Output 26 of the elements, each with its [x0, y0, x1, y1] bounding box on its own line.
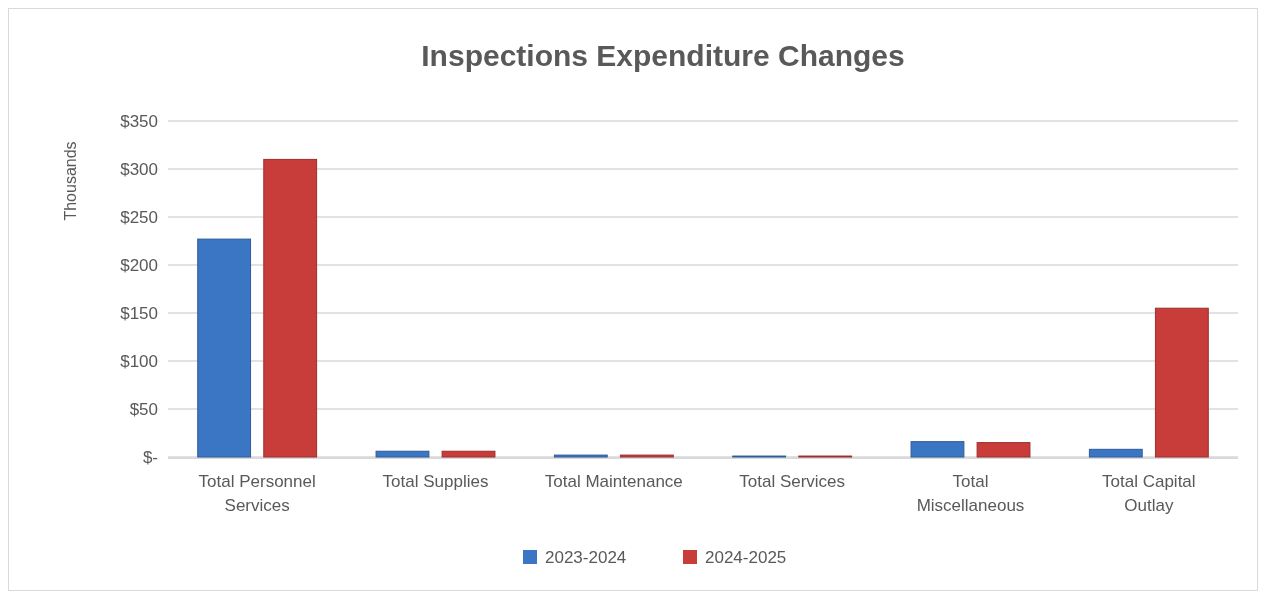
legend-label: 2023-2024	[545, 547, 627, 567]
y-tick-label: $-	[142, 447, 158, 467]
x-tick-label: Total Capital Outlay	[1102, 472, 1196, 515]
legend-label: 2024-2025	[705, 547, 787, 567]
y-tick-label: $300	[120, 159, 158, 179]
bar	[1154, 307, 1209, 458]
x-tick-label: Total Maintenance	[544, 472, 683, 491]
x-tick-label: Total Supplies	[382, 472, 489, 491]
y-tick-label: $200	[120, 255, 158, 275]
bar	[441, 450, 496, 458]
x-tick-label: Total Miscellaneous	[916, 472, 1025, 515]
bar	[910, 441, 965, 458]
y-tick-label: $50	[129, 399, 158, 419]
x-tick-label: Total Services	[739, 472, 846, 491]
y-tick-label: $100	[120, 351, 158, 371]
chart-title: Inspections Expenditure Changes	[421, 39, 905, 72]
y-axis-title: Thousands	[62, 141, 79, 221]
y-tick-label: $150	[120, 303, 158, 323]
bar	[976, 442, 1031, 458]
bar	[197, 238, 252, 458]
y-tick-label: $250	[120, 207, 158, 227]
bar	[375, 450, 430, 458]
bar	[263, 158, 318, 458]
bar	[1088, 448, 1143, 458]
y-tick-label: $350	[120, 111, 158, 131]
x-tick-label: Total Personnel Services	[198, 472, 316, 515]
